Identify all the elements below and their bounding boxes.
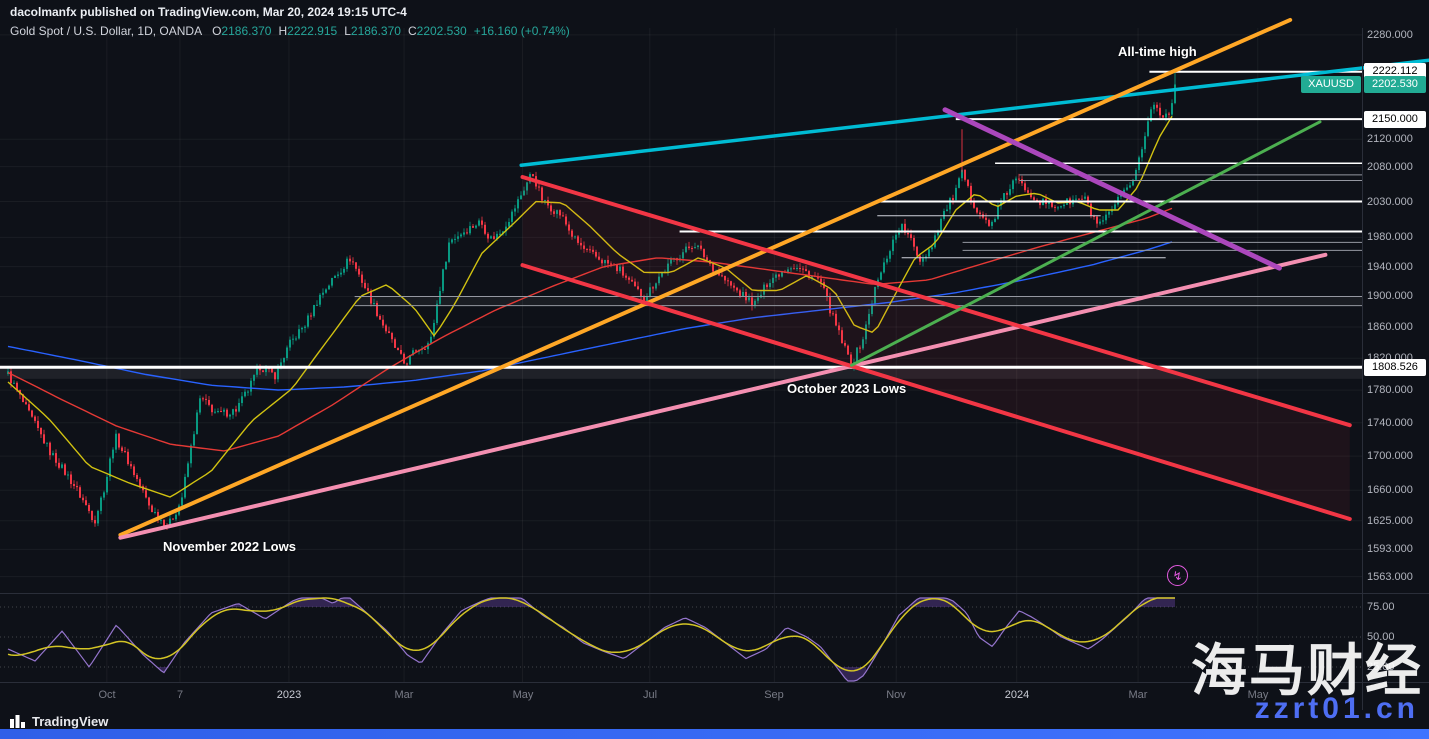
- trendline-red-channel-top[interactable]: [520, 175, 1352, 428]
- watermark-bottom-bar: [0, 729, 1429, 739]
- trendline-purple-downtrend[interactable]: [942, 107, 1282, 271]
- price-tick-label: 1625.000: [1367, 515, 1413, 527]
- ohlc-value: 2202.530: [416, 24, 467, 38]
- oscillator-series: [7, 597, 1175, 682]
- time-axis-label: May: [1247, 689, 1269, 701]
- moving-averages: [7, 115, 1173, 498]
- time-axis-label: Mar: [394, 689, 414, 701]
- tradingview-label: TradingView: [32, 714, 109, 729]
- time-axis-label: Mar: [1128, 689, 1148, 701]
- price-tick-label: 2080.000: [1367, 161, 1413, 173]
- flash-icon-glyph: ↯: [1172, 568, 1183, 583]
- grid-lines: [0, 28, 1362, 682]
- zone-1900-band: [354, 296, 1362, 306]
- symbol-price-tag: XAUUSD: [1301, 76, 1361, 93]
- flash-icon[interactable]: ↯: [1167, 565, 1188, 586]
- symbol-legend: Gold Spot / U.S. Dollar, 1D, OANDA O2186…: [10, 24, 577, 38]
- annotation-all-time-high[interactable]: All-time high: [1118, 44, 1197, 59]
- time-axis-label: 2023: [276, 689, 302, 701]
- ohlc-value: +16.160 (+0.74%): [473, 24, 570, 38]
- price-tick-label: 1593.000: [1367, 543, 1413, 555]
- oscillator-signal-line: [7, 597, 1175, 672]
- trendline-pink-uptrend[interactable]: [118, 252, 1328, 540]
- ohlc-values: O2186.370 H2222.915 L2186.370 C2202.530 +16.…: [212, 24, 577, 38]
- oscillator-tick-label: 75.00: [1367, 601, 1395, 613]
- last-price-label: 2202.530: [1364, 76, 1426, 93]
- price-tick-label: 1980.000: [1367, 231, 1413, 243]
- tradingview-logo: [10, 715, 25, 728]
- publisher-line: dacolmanfx published on TradingView.com,…: [10, 5, 407, 19]
- zones: [0, 296, 1362, 379]
- price-tick-label: 1780.000: [1367, 384, 1413, 396]
- ohlc-value: 2186.370: [350, 24, 401, 38]
- ma-fast-yellow: [7, 115, 1173, 498]
- trendline-orange-uptrend[interactable]: [118, 17, 1293, 537]
- time-axis-label: 7: [176, 689, 184, 701]
- zone-1808-band: [0, 368, 1362, 379]
- time-axis-label: May: [512, 689, 534, 701]
- annotation-november-2022-lows[interactable]: November 2022 Lows: [163, 539, 296, 554]
- price-tick-label: 2280.000: [1367, 29, 1413, 41]
- ath-line-label: 2222.112: [1364, 63, 1426, 80]
- trendline-cyan-resistance[interactable]: [519, 58, 1429, 167]
- price-tick-label: 1740.000: [1367, 417, 1413, 429]
- price-tick-label: 1660.000: [1367, 484, 1413, 496]
- time-axis-label: Oct: [98, 689, 116, 701]
- price-tick-label: 1900.000: [1367, 290, 1413, 302]
- watermark-url: zzrt01.cn: [1254, 692, 1419, 725]
- price-tick-label: 1563.000: [1367, 571, 1413, 583]
- price-tick-label: 2120.000: [1367, 133, 1413, 145]
- annotation-october-2023-lows[interactable]: October 2023 Lows: [787, 381, 907, 396]
- symbol-title: Gold Spot / U.S. Dollar, 1D, OANDA: [10, 24, 203, 38]
- watermark-cn: 海马财经: [1191, 639, 1423, 702]
- ma-slow-blue: [7, 241, 1173, 391]
- ma-mid-red: [7, 207, 1173, 452]
- oscillator-tick-label: 25.00: [1367, 661, 1395, 673]
- time-axis-label: Sep: [764, 689, 784, 701]
- level-2150-label: 2150.000: [1364, 111, 1426, 128]
- tradingview-attribution[interactable]: TradingView: [10, 714, 108, 729]
- panel-separators: [0, 28, 1429, 710]
- ohlc-value: 2186.370: [221, 24, 272, 38]
- price-tick-label: 2030.000: [1367, 196, 1413, 208]
- time-axis-label: Nov: [886, 689, 906, 701]
- ohlc-label: H: [278, 24, 288, 38]
- candlestick-series: [7, 71, 1176, 530]
- horizontal-levels[interactable]: [0, 70, 1362, 369]
- trend-lines[interactable]: [118, 17, 1429, 540]
- time-axis-label: 2024: [1004, 689, 1030, 701]
- oscillator-tick-label: 50.00: [1367, 631, 1395, 643]
- ohlc-label: O: [212, 24, 222, 38]
- ohlc-label: L: [344, 24, 351, 38]
- price-tick-label: 1940.000: [1367, 261, 1413, 273]
- trendline-green-uptrend[interactable]: [850, 120, 1322, 367]
- ohlc-label: C: [407, 24, 417, 38]
- ohlc-value: 2222.915: [287, 24, 338, 38]
- trendline-red-channel-bottom[interactable]: [520, 263, 1352, 521]
- time-axis-label: Jul: [642, 689, 658, 701]
- oscillator-main-line: [7, 597, 1175, 682]
- level-1808-label: 1808.526: [1364, 359, 1426, 376]
- price-tick-label: 1860.000: [1367, 321, 1413, 333]
- price-tick-label: 1700.000: [1367, 450, 1413, 462]
